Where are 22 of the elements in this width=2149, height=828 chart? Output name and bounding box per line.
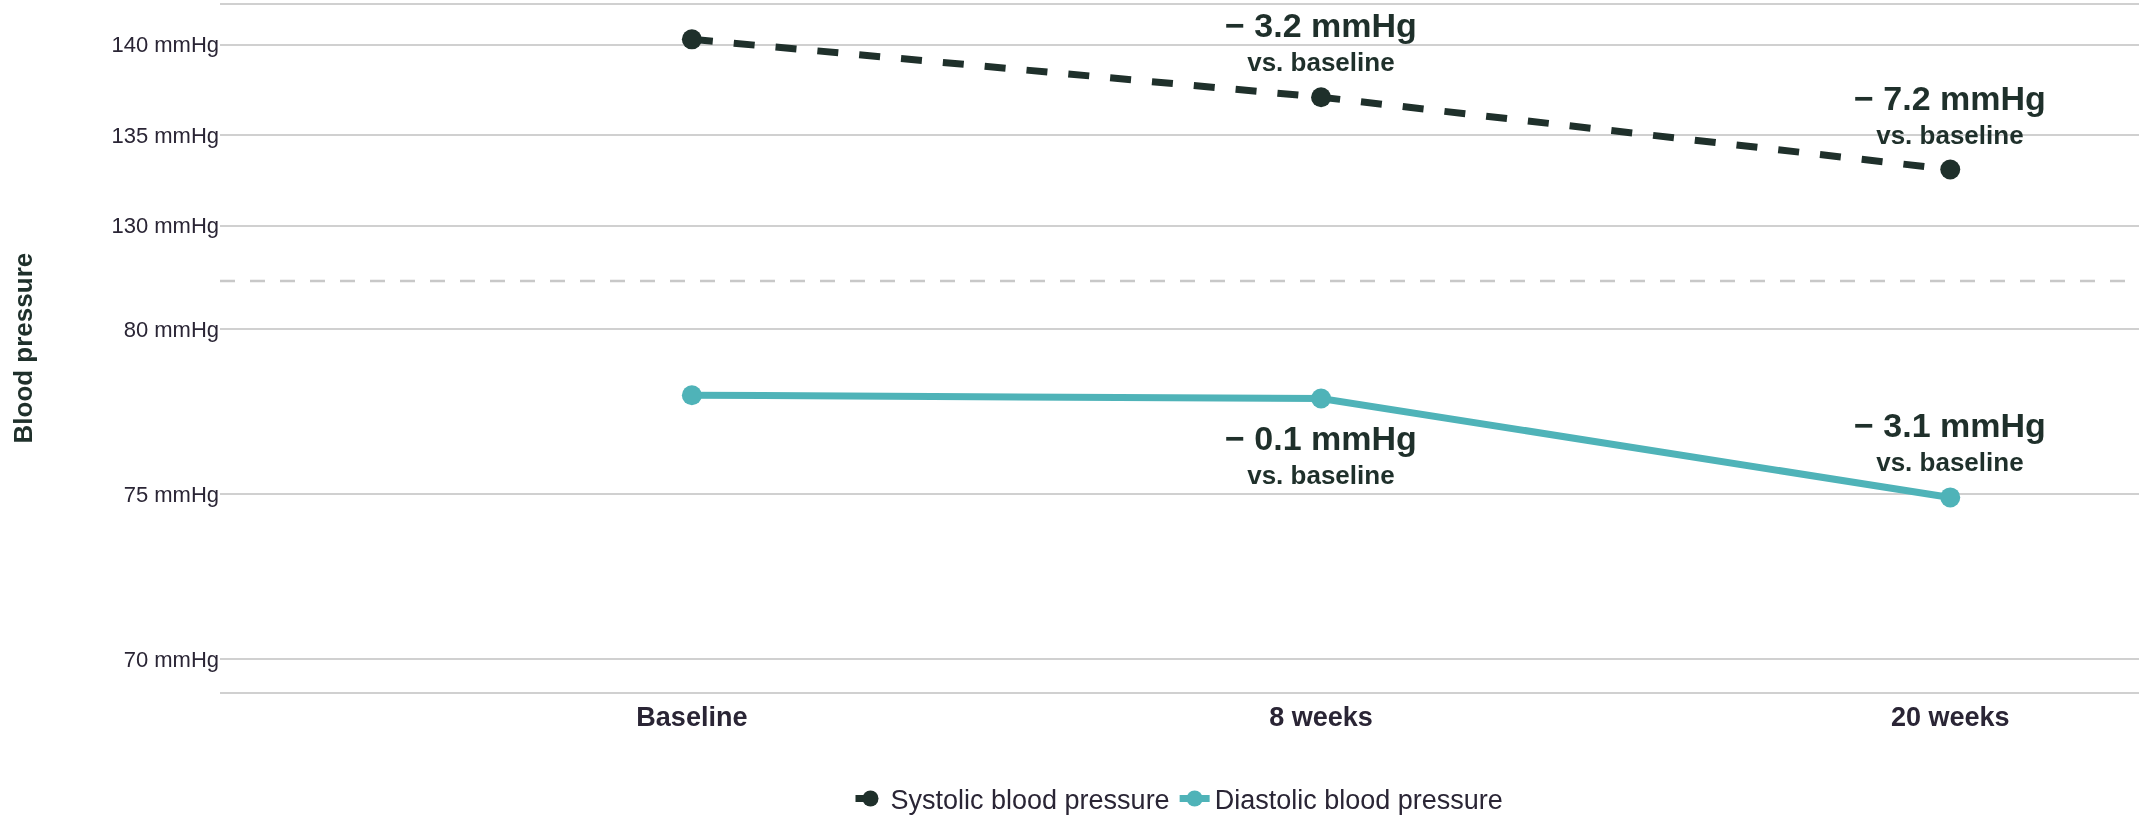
point <box>681 29 702 50</box>
x-tick-label: Baseline <box>636 702 748 733</box>
y-tick-label: 80 mmHg <box>123 316 219 342</box>
y-tick-label: 135 mmHg <box>111 122 219 148</box>
legend-label: Diastolic blood pressure <box>1214 785 1503 816</box>
annotation: − 3.2 mmHg vs. baseline <box>1225 6 1417 77</box>
y-axis-title: Blood pressure <box>7 252 38 444</box>
legend-label: Systolic blood pressure <box>890 785 1170 816</box>
point <box>1311 388 1332 409</box>
annotation: − 3.1 mmHg vs. baseline <box>1854 406 2046 477</box>
point <box>1940 487 1961 508</box>
point <box>1311 87 1332 108</box>
point <box>681 385 702 406</box>
y-tick-label: 140 mmHg <box>111 32 219 58</box>
x-tick-label: 20 weeks <box>1890 702 2010 733</box>
y-tick-label: 75 mmHg <box>123 481 219 507</box>
y-tick-label: 70 mmHg <box>123 646 219 672</box>
annotation: − 7.2 mmHg vs. baseline <box>1854 79 2046 150</box>
annotation: − 0.1 mmHg vs. baseline <box>1225 419 1417 490</box>
point <box>1940 159 1961 180</box>
x-tick-label: 8 weeks <box>1269 702 1373 733</box>
y-tick-label: 130 mmHg <box>111 213 219 239</box>
